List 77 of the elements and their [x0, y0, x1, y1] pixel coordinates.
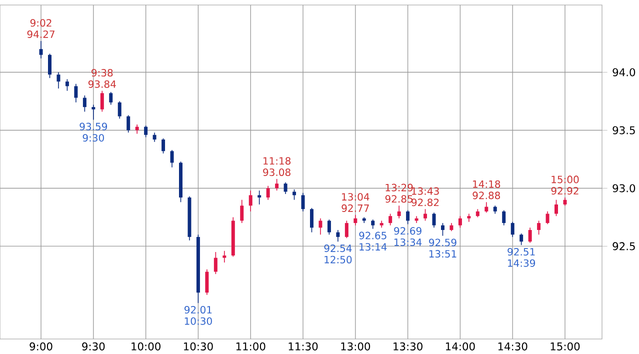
candlestick: [74, 83, 78, 103]
candlestick: [397, 205, 401, 219]
candlestick: [100, 90, 104, 112]
x-tick-label: 13:00: [341, 342, 370, 350]
annotation: 92.01 10:30: [184, 306, 212, 325]
candlestick: [56, 72, 60, 89]
candlestick: [440, 222, 444, 236]
candlestick: [292, 188, 296, 200]
candlestick: [318, 218, 322, 236]
candlestick: [371, 219, 375, 230]
candlestick: [344, 220, 348, 238]
candlestick: [118, 100, 122, 120]
candlestick: [327, 219, 331, 236]
candlestick: [546, 211, 550, 225]
candlestick: [162, 138, 166, 154]
annotation: 13:43 92.82: [412, 187, 439, 206]
x-tick-label: 10:30: [184, 342, 213, 350]
x-tick-label: 14:00: [446, 342, 475, 350]
candlestick: [266, 186, 270, 200]
candlestick: [554, 199, 558, 216]
x-tick-label: 11:30: [288, 342, 318, 350]
candlestick: [65, 78, 69, 92]
candlestick: [284, 182, 288, 194]
candlestick: [537, 220, 541, 236]
candlestick: [510, 221, 514, 238]
annotation: 9:02 94.27: [27, 19, 54, 38]
annotation: 92.69 13:34: [394, 227, 422, 246]
annotation: 92.65 13:14: [359, 232, 387, 251]
candlestick: [258, 190, 262, 205]
candlestick: [502, 210, 506, 226]
annotation: 92.54 12:50: [324, 244, 352, 264]
annotation: 93.59 9:30: [80, 122, 108, 142]
candlestick: [222, 250, 226, 263]
x-tick-label: 10:00: [132, 342, 160, 350]
candlestick: [240, 199, 244, 224]
candlestick: [424, 208, 428, 222]
candlestick: [388, 213, 392, 226]
x-tick-label: 11:00: [236, 342, 266, 350]
y-tick-label: 92.5: [612, 242, 635, 250]
annotation: 14:18 92.88: [472, 180, 500, 200]
candlestick: [406, 210, 410, 225]
annotation: 13:04 92.77: [342, 193, 370, 212]
candlestick: [354, 214, 358, 226]
candlestick: [39, 40, 43, 59]
candlestick: [92, 104, 96, 120]
x-tick-label: 9:30: [82, 342, 105, 350]
candlestick: [82, 95, 86, 112]
y-tick-label: 94.0: [612, 68, 636, 76]
candlestick: [205, 269, 209, 296]
candlestick: [520, 233, 524, 246]
candlestick: [301, 192, 305, 212]
x-tick-label: 9:00: [30, 342, 52, 350]
candlestick: [144, 125, 148, 138]
candlestick: [275, 178, 279, 191]
annotation: 9:38 93.84: [88, 68, 116, 88]
candlestick: [336, 230, 340, 242]
candlestick: [310, 208, 314, 233]
candlestick: [528, 227, 532, 244]
candlestick: [126, 114, 130, 133]
candlestick: [109, 92, 113, 106]
x-tick-label: 15:00: [550, 342, 580, 350]
annotation: 11:18 93.08: [263, 157, 291, 176]
x-tick-label: 14:30: [498, 342, 528, 350]
candlestick: [248, 190, 252, 212]
annotation: 92.51 14:39: [508, 248, 536, 267]
y-tick-label: 93.0: [612, 184, 636, 192]
candlestick: [484, 202, 488, 213]
y-tick-label: 93.5: [612, 126, 635, 134]
annotation: 13:29 92.85: [385, 184, 413, 203]
annotation: 92.59 13:51: [429, 238, 456, 258]
candlestick: [152, 132, 156, 142]
candlestick: [170, 150, 174, 168]
candlestick: [458, 216, 462, 228]
x-tick-label: 13:30: [394, 342, 422, 350]
annotation: 15:00 92.92: [551, 176, 579, 195]
candlestick: [214, 252, 218, 274]
candlestick: [48, 53, 52, 78]
